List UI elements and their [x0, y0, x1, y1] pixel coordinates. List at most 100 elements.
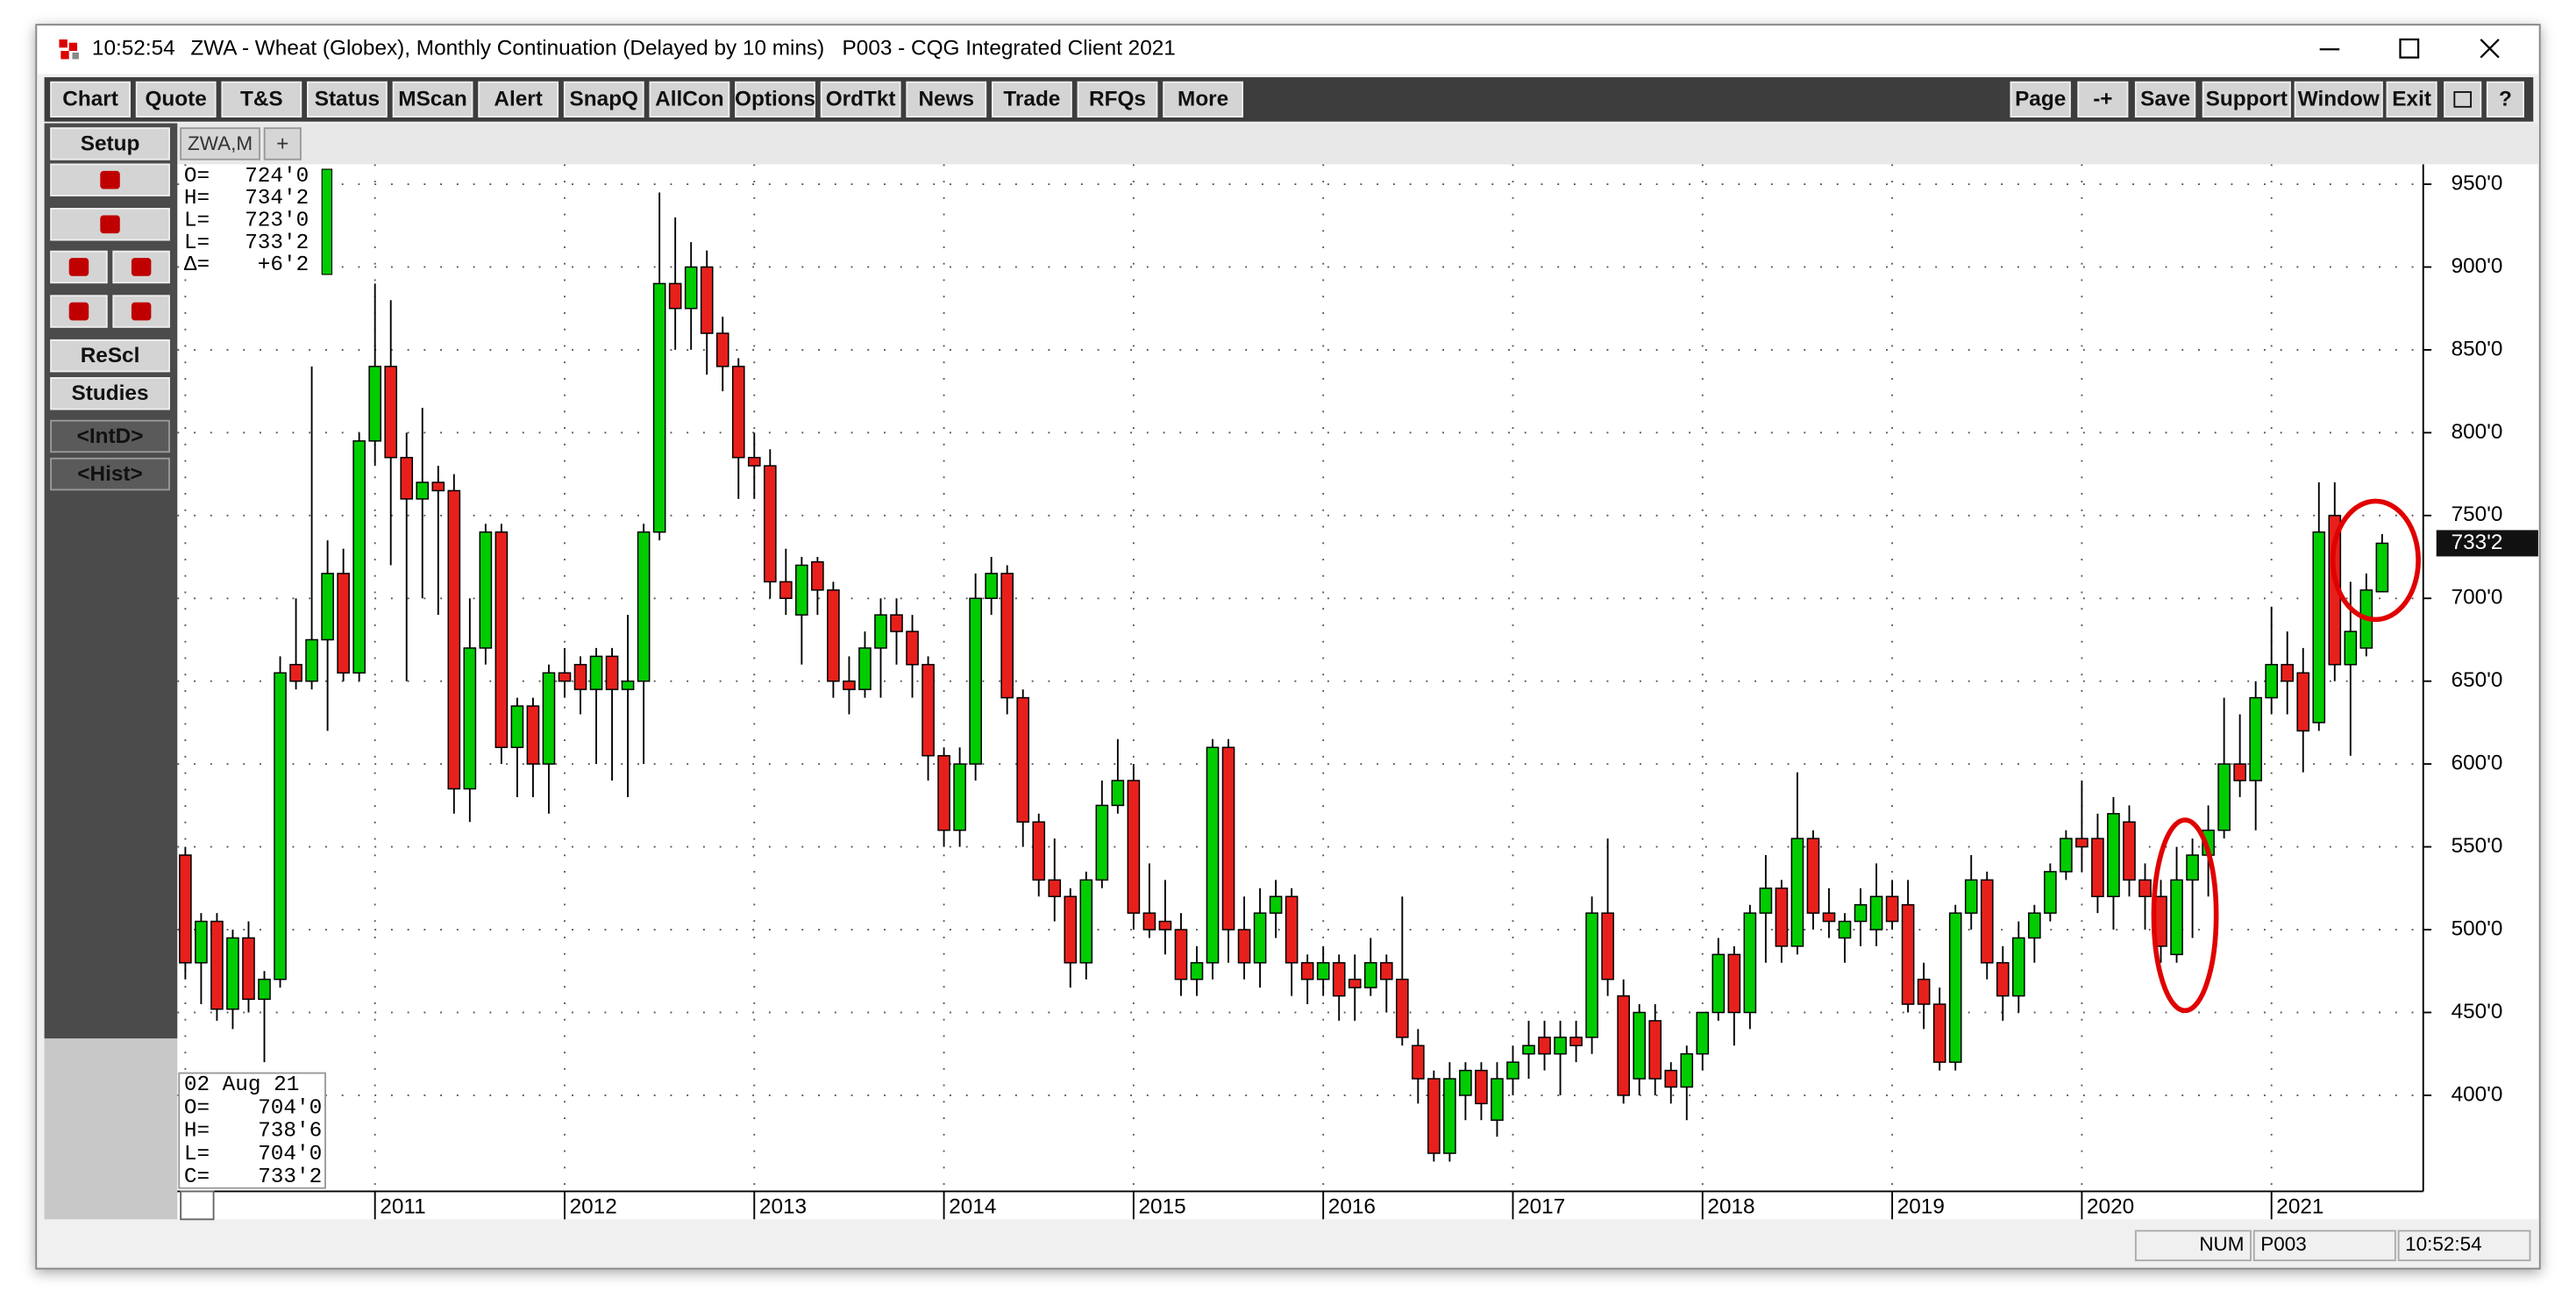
toolbar-button[interactable] [307, 81, 388, 118]
tab[interactable] [180, 127, 260, 160]
candle-body [558, 672, 572, 682]
toolbar-button[interactable] [2202, 81, 2291, 118]
y-tick-label: 950'0 [2451, 171, 2503, 195]
candle-body [1838, 920, 1852, 939]
sidebar-button-label: Setup [81, 132, 140, 155]
candle-body [2296, 672, 2310, 732]
candle-body [1506, 1061, 1519, 1080]
candle-body [811, 560, 824, 591]
close-button[interactable] [2480, 39, 2500, 59]
toolbar-button-label: -+ [2093, 88, 2112, 111]
toolbar-button[interactable] [991, 81, 1072, 118]
candle-body [969, 597, 982, 765]
candle-body [1253, 912, 1267, 964]
add-tab[interactable] [263, 127, 302, 160]
scroll-box[interactable] [180, 1190, 215, 1221]
time-axis [177, 1191, 2423, 1220]
candle-body [1648, 1020, 1662, 1080]
toolbar-button[interactable] [1077, 81, 1158, 118]
candle-body [1427, 1078, 1441, 1154]
toolbar-button[interactable] [392, 81, 473, 118]
y-tick-label: 400'0 [2451, 1082, 2503, 1106]
toolbar-button[interactable] [50, 81, 131, 118]
sidebar-button[interactable] [50, 457, 170, 491]
candle-body [1095, 804, 1109, 881]
candle-body [1759, 888, 1773, 914]
toolbar-button[interactable] [1163, 81, 1244, 118]
candle-body [526, 705, 540, 765]
quote-key: Δ= [184, 253, 210, 277]
restore-button[interactable] [2444, 81, 2482, 118]
maximize-button[interactable] [2399, 38, 2420, 59]
candle-body [1443, 1078, 1456, 1154]
toolbar-button[interactable] [2134, 81, 2196, 118]
quote-bottom: O= 704'0 H= 738'6 L= 704'0 C= 733'2 [184, 1096, 322, 1189]
toolbar-button-label: RFQs [1089, 88, 1146, 111]
toolbar-button[interactable] [2077, 81, 2129, 118]
icon [131, 302, 152, 321]
candle-body [2249, 696, 2262, 781]
candle-body [305, 638, 318, 682]
quote-key: L= [184, 1143, 210, 1166]
candle-body [747, 456, 761, 467]
x-tick-label: 2016 [1328, 1195, 1376, 1219]
toolbar-button[interactable] [906, 81, 987, 118]
candle-body [1885, 895, 1899, 923]
toolbar-button[interactable] [820, 81, 901, 118]
candle-body [1569, 1037, 1583, 1046]
sidebar-button[interactable] [50, 127, 170, 160]
candle-body [226, 937, 239, 1010]
candle-body [2075, 838, 2089, 848]
toolbar-button[interactable] [2294, 81, 2383, 118]
candle-body [858, 647, 872, 690]
x-tick-label: 2018 [1707, 1195, 1754, 1219]
toolbar-button-label: ? [2499, 88, 2512, 111]
toolbar-button[interactable] [563, 81, 644, 118]
quote-box [181, 166, 321, 275]
toolbar-button[interactable] [2010, 81, 2071, 118]
toolbar-button-label: Options [735, 88, 815, 111]
toolbar-button[interactable] [135, 81, 217, 118]
sidebar-button[interactable] [50, 377, 170, 410]
candle-body [2281, 664, 2295, 682]
candle-body [2233, 763, 2246, 781]
candle-body [1711, 953, 1726, 1014]
toolbar-button[interactable] [649, 81, 730, 118]
cursor-date: 02 Aug 21 [184, 1073, 299, 1097]
candle-body [463, 647, 477, 790]
toolbar-button[interactable] [735, 81, 815, 118]
candle-body [874, 614, 887, 649]
candle-body [321, 573, 334, 641]
icon [68, 258, 89, 276]
toolbar-button-label: T&S [240, 88, 283, 111]
candle-body [1696, 1011, 1710, 1055]
candle-body [2011, 937, 2025, 997]
candle-body [1079, 879, 1093, 964]
icon [100, 215, 120, 234]
candle-body [843, 680, 856, 690]
toolbar-button-label: Status [315, 88, 380, 111]
toolbar-button[interactable] [221, 81, 302, 118]
status-field [2252, 1230, 2396, 1262]
candle-body [258, 978, 271, 1001]
candle-body [1633, 1011, 1647, 1080]
toolbar-button[interactable] [478, 81, 559, 118]
toolbar-button[interactable] [2386, 81, 2437, 118]
candle-body [1491, 1078, 1504, 1121]
toolbar-button-label: Alert [494, 88, 542, 111]
candle-body [827, 589, 840, 682]
y-tick-label: 600'0 [2451, 752, 2503, 775]
y-tick-label: 800'0 [2451, 420, 2503, 444]
candle-body [1806, 838, 1820, 914]
candle-body [2265, 664, 2279, 699]
candle-body [352, 440, 366, 674]
toolbar-button-label: News [918, 88, 974, 111]
candle-body [1664, 1069, 1678, 1088]
sidebar-button-label: <Hist> [77, 462, 142, 486]
sidebar-button[interactable] [50, 419, 170, 453]
toolbar-button[interactable] [2486, 81, 2524, 118]
candle-body [179, 854, 192, 964]
window-time: 10:52:54 [92, 37, 175, 61]
candle-body [953, 763, 966, 831]
sidebar-button[interactable] [50, 339, 170, 373]
